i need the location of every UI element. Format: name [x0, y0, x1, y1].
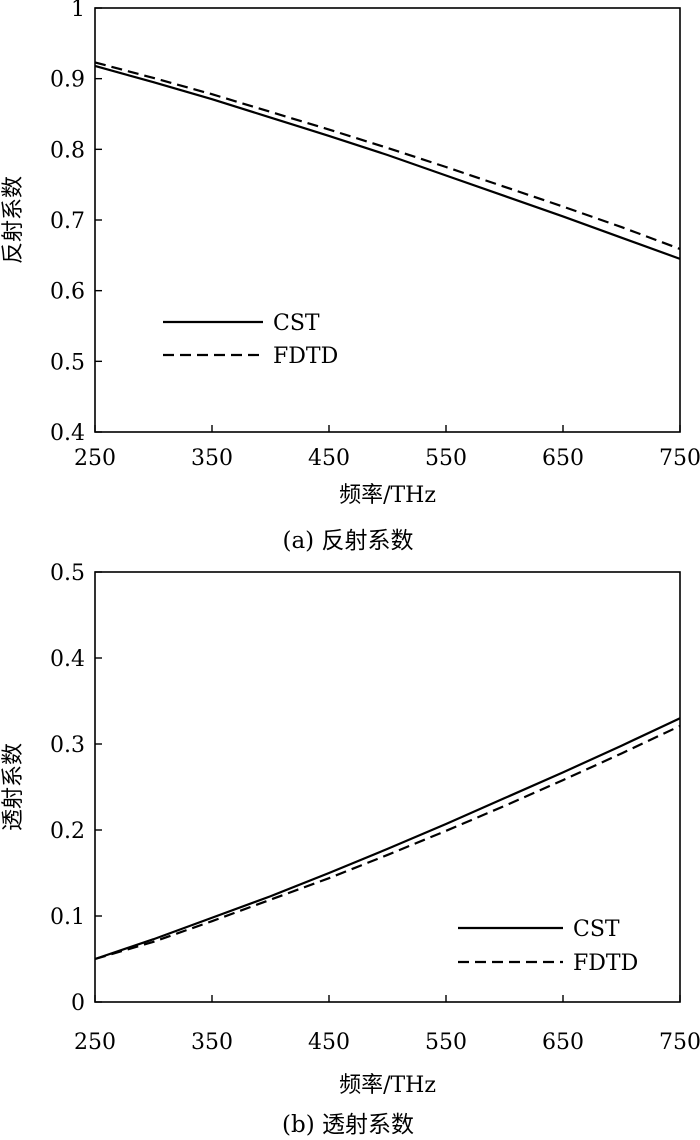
- y-tick-label: 0.8: [50, 138, 85, 163]
- panel-caption: (b) 透射系数: [282, 1112, 414, 1138]
- transmission-panel: 250 350 450 550 650 750 0 0.1 0.2 0.3 0.4 0.5 频率/THz…: [1, 561, 700, 1138]
- panel-caption: (a) 反射系数: [283, 528, 414, 554]
- x-tick-label: 550: [425, 446, 467, 471]
- y-tick-label: 0.4: [50, 647, 85, 672]
- y-tick-label: 0.7: [50, 209, 85, 234]
- legend: CST FDTD: [458, 917, 638, 976]
- y-tick-label: 0.5: [50, 350, 85, 375]
- y-tick-label: 0: [71, 991, 85, 1016]
- series-line-cst: [94, 717, 681, 961]
- plot-frame: [94, 571, 681, 1003]
- legend-label-fdtd: FDTD: [273, 344, 338, 369]
- plot-frame: [94, 7, 681, 433]
- x-tick-label: 550: [425, 1030, 467, 1055]
- x-tick-label: 750: [659, 446, 700, 471]
- x-tick-label: 650: [542, 446, 584, 471]
- legend-label-cst: CST: [273, 311, 320, 336]
- x-tick-label: 250: [74, 1030, 116, 1055]
- y-tick-label: 1: [71, 0, 85, 22]
- y-tick-label: 0.1: [50, 905, 85, 930]
- y-tick-label: 0.3: [50, 733, 85, 758]
- y-tick-label: 0.9: [50, 68, 85, 93]
- y-axis-title: 反射系数: [1, 176, 26, 264]
- y-tick-label: 0.2: [50, 819, 85, 844]
- reflection-panel: 250 350 450 550 650 750 0.4 0.5 0.6 0.7 0.8 0.9 1 频率/…: [1, 0, 700, 554]
- series-line-cst: [94, 64, 681, 260]
- series-line-fdtd: [94, 724, 681, 961]
- legend: CST FDTD: [163, 311, 338, 369]
- x-tick-label: 350: [191, 446, 233, 471]
- x-axis-title: 频率/THz: [339, 1073, 436, 1098]
- y-tick-label: 0.5: [50, 561, 85, 586]
- x-axis-title: 频率/THz: [339, 483, 436, 508]
- y-tick-label: 0.6: [50, 280, 85, 305]
- x-tick-label: 450: [308, 446, 350, 471]
- y-tick-label: 0.4: [50, 421, 85, 446]
- x-tick-label: 650: [542, 1030, 584, 1055]
- legend-label-fdtd: FDTD: [573, 951, 638, 976]
- x-tick-label: 250: [74, 446, 116, 471]
- series-line-fdtd: [94, 61, 681, 251]
- x-tick-label: 450: [308, 1030, 350, 1055]
- legend-label-cst: CST: [573, 917, 620, 942]
- y-axis-title: 透射系数: [1, 743, 26, 831]
- x-tick-label: 750: [659, 1030, 700, 1055]
- x-tick-label: 350: [191, 1030, 233, 1055]
